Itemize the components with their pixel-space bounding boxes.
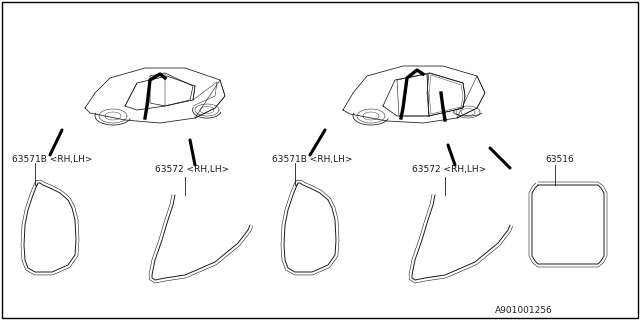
Text: A901001256: A901001256: [495, 306, 553, 315]
Text: 63572 <RH,LH>: 63572 <RH,LH>: [155, 165, 229, 174]
Text: 63571B <RH,LH>: 63571B <RH,LH>: [12, 155, 93, 164]
Text: 63571B <RH,LH>: 63571B <RH,LH>: [272, 155, 353, 164]
Text: 63516: 63516: [545, 155, 573, 164]
Text: 63572 <RH,LH>: 63572 <RH,LH>: [412, 165, 486, 174]
